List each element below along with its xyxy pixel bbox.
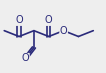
Text: O: O <box>45 15 53 25</box>
Text: O: O <box>22 53 29 63</box>
Text: O: O <box>15 15 23 25</box>
Text: O: O <box>60 26 67 36</box>
